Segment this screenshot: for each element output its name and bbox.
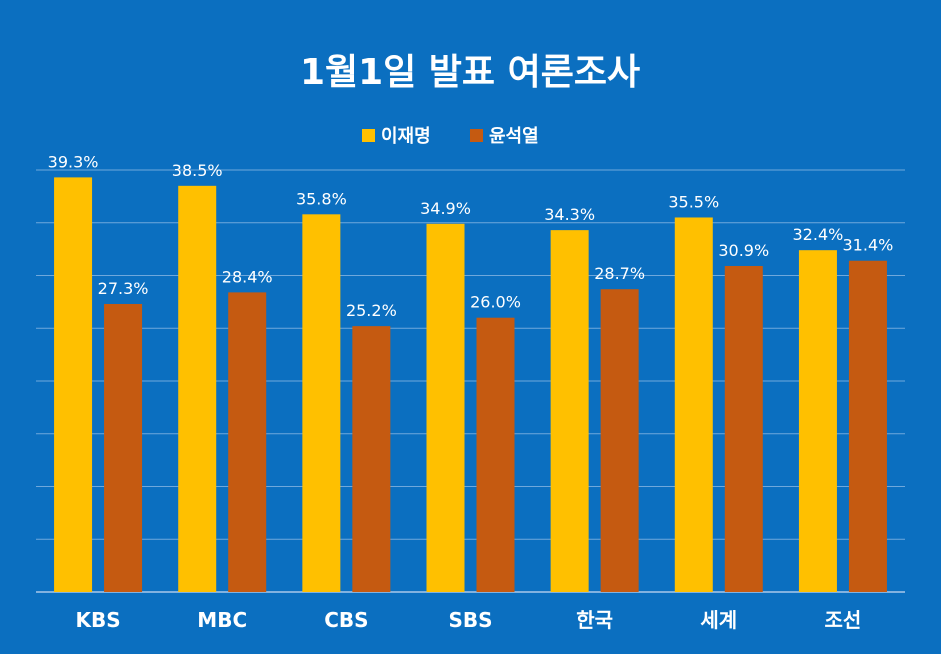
legend-label-series-2: 윤석열 [489,126,539,147]
bar-series-1 [674,217,713,592]
data-label-series-1: 32.4% [793,225,844,244]
data-label-series-2: 25.2% [346,301,397,320]
x-tick-label: MBC [197,608,247,632]
x-tick-label: CBS [324,608,368,632]
bar-series-1 [54,177,93,592]
data-label-series-2: 28.7% [594,264,645,283]
data-label-series-2: 31.4% [843,236,894,255]
bar-series-2 [848,260,887,592]
data-label-series-1: 39.3% [48,152,99,171]
bar-series-2 [724,266,763,592]
bars [54,177,887,592]
bar-series-2 [352,326,391,592]
bar-series-1 [550,230,589,592]
x-tick-label: 조선 [825,608,862,632]
legend-swatch-series-1 [362,129,375,142]
data-label-series-1: 38.5% [172,161,223,180]
data-label-series-1: 34.9% [420,199,471,218]
bar-series-1 [798,250,837,592]
x-tick-label: KBS [75,608,120,632]
data-label-series-2: 26.0% [470,293,521,312]
legend-swatch-series-2 [470,129,483,142]
bar-series-2 [600,289,639,592]
data-label-series-2: 27.3% [98,279,149,298]
x-tick-label: 한국 [576,608,613,632]
gridlines [36,169,905,593]
bar-series-2 [476,317,515,592]
bar-series-2 [104,303,143,592]
data-label-series-1: 34.3% [544,205,595,224]
legend-label-series-1: 이재명 [381,126,431,147]
data-label-series-2: 30.9% [718,241,769,260]
x-tick-labels: KBS MBC CBS SBS 한국 세계 조선 [75,608,861,632]
bar-series-1 [302,214,341,592]
chart-title: 1월1일 발표 여론조사 [300,52,640,93]
legend: 이재명 윤석열 [362,126,539,147]
bar-series-2 [228,292,267,592]
x-tick-label: SBS [448,608,492,632]
data-label-series-2: 28.4% [222,267,273,286]
data-label-series-1: 35.8% [296,189,347,208]
bar-series-1 [178,185,217,592]
data-labels: 39.3% 27.3% 38.5% 28.4% 35.8% 25.2% 34.9% 26.0%… [48,152,894,320]
x-tick-label: 세계 [700,608,737,632]
bar-series-1 [426,223,465,592]
data-label-series-1: 35.5% [668,192,719,211]
